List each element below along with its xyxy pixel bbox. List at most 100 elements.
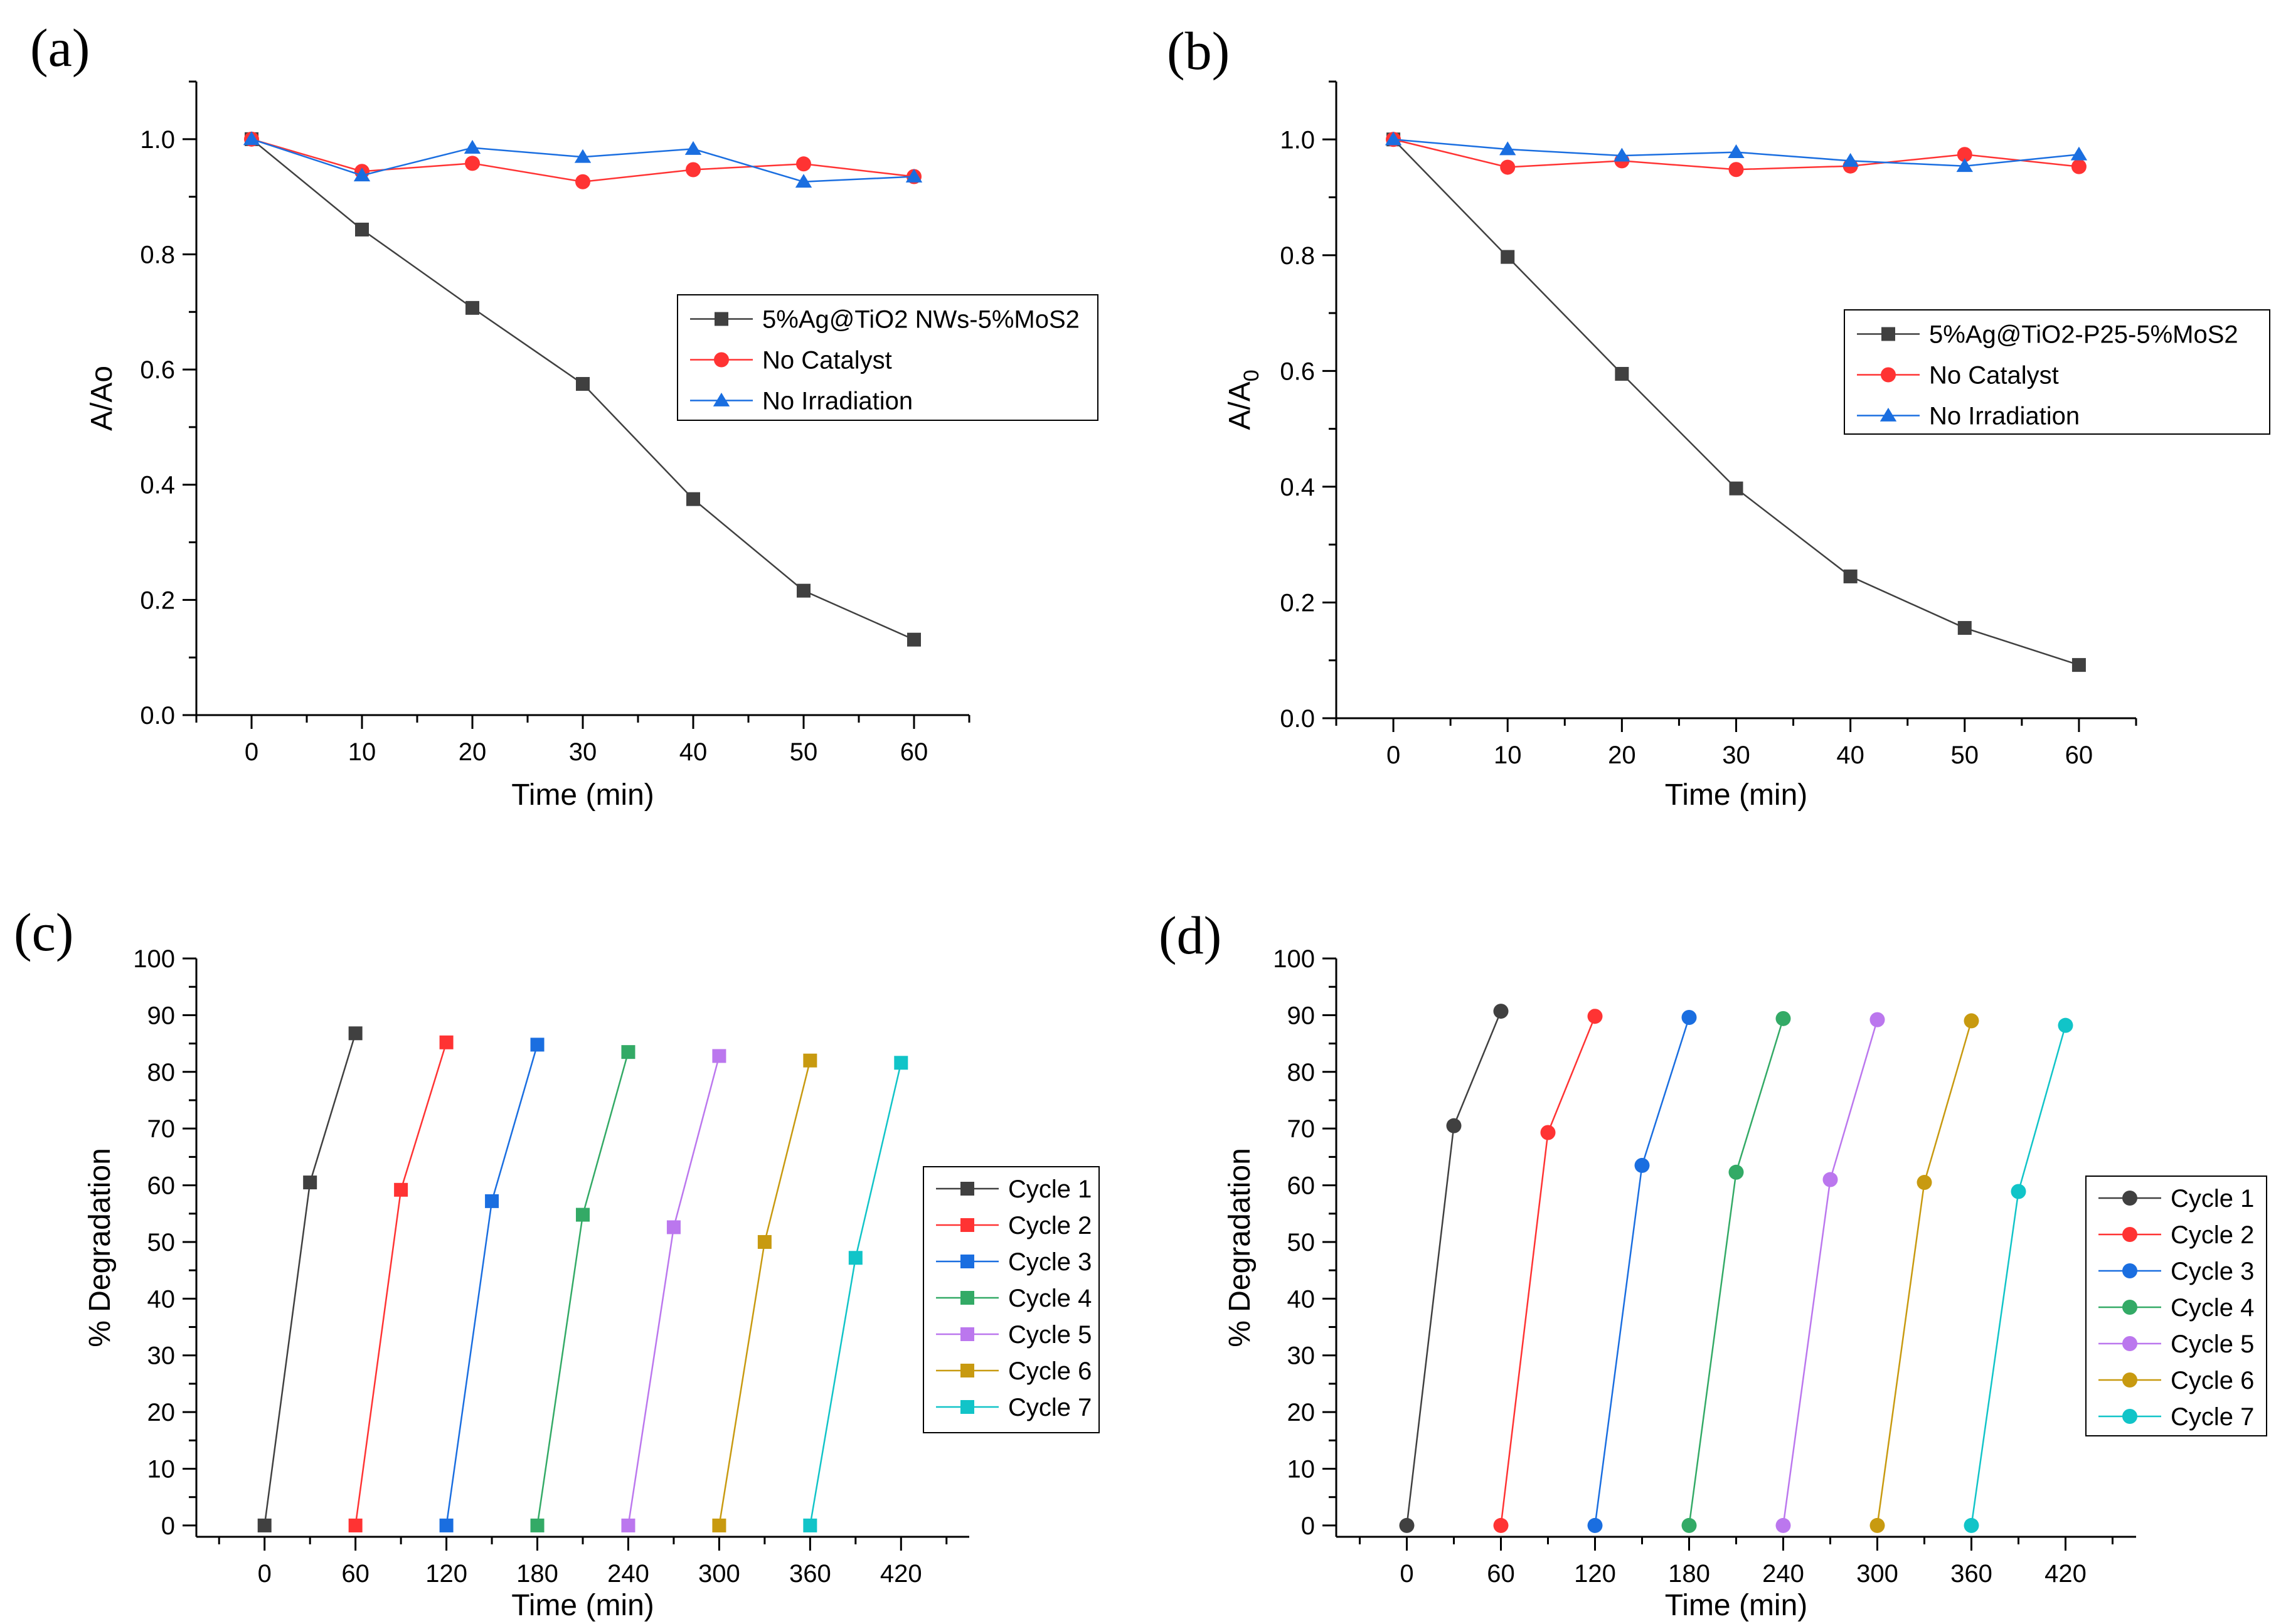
y-tick-label: 0 (161, 1512, 175, 1540)
data-point (464, 140, 481, 154)
x-tick-label: 10 (348, 738, 376, 766)
data-point (576, 377, 590, 391)
legend-label: Cycle 3 (1008, 1248, 1092, 1276)
data-point (803, 1518, 817, 1532)
data-point (796, 156, 811, 172)
legend-marker (715, 312, 728, 326)
data-point (1728, 162, 1744, 178)
y-tick-label: 50 (1287, 1229, 1316, 1256)
data-point (666, 1220, 681, 1234)
x-tick-label: 10 (1494, 741, 1522, 769)
legend-label: 5%Ag@TiO2 NWs-5%MoS2 (762, 306, 1080, 334)
y-axis-title-subscript: 0 (1240, 369, 1263, 381)
series-line (1500, 1016, 1596, 1526)
data-point (1540, 1125, 1556, 1140)
x-tick-label: 50 (790, 738, 818, 766)
legend-label: Cycle 2 (1008, 1212, 1092, 1239)
data-point (905, 168, 923, 183)
legend-label: Cycle 5 (1008, 1321, 1092, 1349)
legend-box (923, 1166, 1100, 1433)
series-line (627, 1056, 720, 1526)
data-point (1957, 147, 1972, 162)
y-axis-title: % Degradation (1223, 1148, 1257, 1347)
data-point (1729, 481, 1743, 496)
y-axis-title: A/A0 (1223, 369, 1263, 430)
data-point (575, 174, 590, 189)
data-point (803, 1053, 817, 1068)
data-point (712, 1049, 726, 1063)
data-point (1493, 1517, 1509, 1533)
data-point (530, 1038, 545, 1052)
data-point (348, 1026, 363, 1041)
data-point (848, 1251, 863, 1265)
y-tick-label: 20 (147, 1399, 176, 1426)
y-tick-label: 40 (147, 1285, 176, 1313)
y-tick-label: 80 (147, 1059, 176, 1086)
y-axis-title: A/Ao (85, 366, 119, 431)
series-line (718, 1060, 811, 1526)
data-point (1957, 621, 1972, 635)
panel-c: (c) 0 60 120 180 240 300 360 420 0 10 20 30 40 50 60 70 8… (14, 902, 1100, 1622)
data-point (1499, 141, 1516, 156)
data-point (1500, 159, 1516, 175)
data-point (465, 156, 480, 171)
legend-label: Cycle 4 (1008, 1285, 1092, 1312)
series-line (1782, 1019, 1878, 1526)
legend-label: Cycle 6 (2171, 1367, 2254, 1394)
y-tick-label: 0.8 (1280, 242, 1315, 270)
legend-marker (2122, 1191, 2137, 1206)
x-tick-label: 0 (258, 1560, 272, 1588)
legend-marker (960, 1327, 974, 1341)
legend-marker (2122, 1263, 2137, 1278)
x-tick-label: 120 (1574, 1560, 1616, 1588)
x-axis-title: Time (min) (1665, 778, 1808, 812)
data-point (757, 1234, 772, 1249)
x-tick-label: 240 (607, 1560, 649, 1588)
y-tick-label: 100 (133, 945, 175, 973)
data-point (1869, 1517, 1885, 1533)
legend-label: Cycle 7 (1008, 1394, 1092, 1421)
legend-label: Cycle 1 (2171, 1185, 2254, 1213)
panel-letter: (c) (14, 902, 73, 962)
data-point (1385, 131, 1402, 146)
x-axis-title: Time (min) (511, 1589, 654, 1622)
panel-letter: (d) (1159, 905, 1221, 965)
x-tick-label: 50 (1951, 741, 1979, 769)
x-tick-label: 60 (1487, 1560, 1515, 1588)
data-point (1493, 1004, 1509, 1019)
y-tick-label: 10 (147, 1456, 176, 1483)
y-tick-label: 0.6 (1280, 358, 1315, 385)
data-point (712, 1518, 726, 1532)
data-point (1728, 1164, 1744, 1180)
series-line (1406, 1011, 1502, 1526)
x-tick-label: 40 (679, 738, 708, 766)
x-tick-label: 60 (2065, 741, 2093, 769)
legend-label: Cycle 6 (1008, 1357, 1092, 1385)
legend-label: Cycle 3 (2171, 1258, 2254, 1285)
panel-a: (a) 0 10 20 30 40 50 60 0.0 0.2 0.4 0.6 0.8 1.0 Time (… (30, 18, 1098, 812)
data-point (621, 1518, 635, 1532)
data-point (1634, 1157, 1650, 1173)
data-point (1964, 1013, 1979, 1029)
data-point (1775, 1517, 1791, 1533)
x-tick-label: 360 (789, 1560, 831, 1588)
data-point (1842, 152, 1859, 167)
legend-marker (714, 352, 729, 368)
data-point (1446, 1118, 1462, 1133)
series-line (1970, 1025, 2066, 1526)
data-point (353, 167, 371, 182)
x-tick-label: 0 (1386, 741, 1400, 769)
y-tick-label: 60 (1287, 1172, 1316, 1200)
data-point (303, 1176, 317, 1190)
legend-label: No Catalyst (762, 347, 892, 374)
panel-letter: (b) (1167, 21, 1230, 81)
y-tick-label: 70 (147, 1115, 176, 1143)
series-line (263, 1032, 356, 1526)
y-tick-label: 0.0 (140, 702, 175, 730)
y-tick-label: 40 (1287, 1285, 1316, 1313)
x-tick-label: 60 (341, 1560, 370, 1588)
x-tick-label: 420 (2044, 1560, 2087, 1588)
data-point (1587, 1009, 1603, 1024)
legend-marker (960, 1255, 974, 1268)
